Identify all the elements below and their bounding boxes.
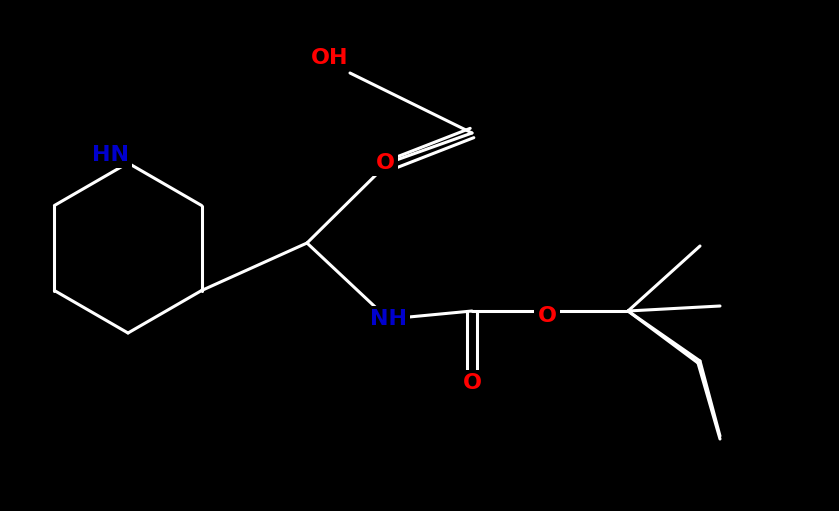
Text: O: O [538, 306, 556, 326]
Text: OH: OH [311, 48, 349, 68]
Text: O: O [462, 373, 482, 393]
Text: NH: NH [369, 309, 407, 329]
Text: HN: HN [91, 145, 128, 165]
Text: O: O [376, 153, 394, 173]
